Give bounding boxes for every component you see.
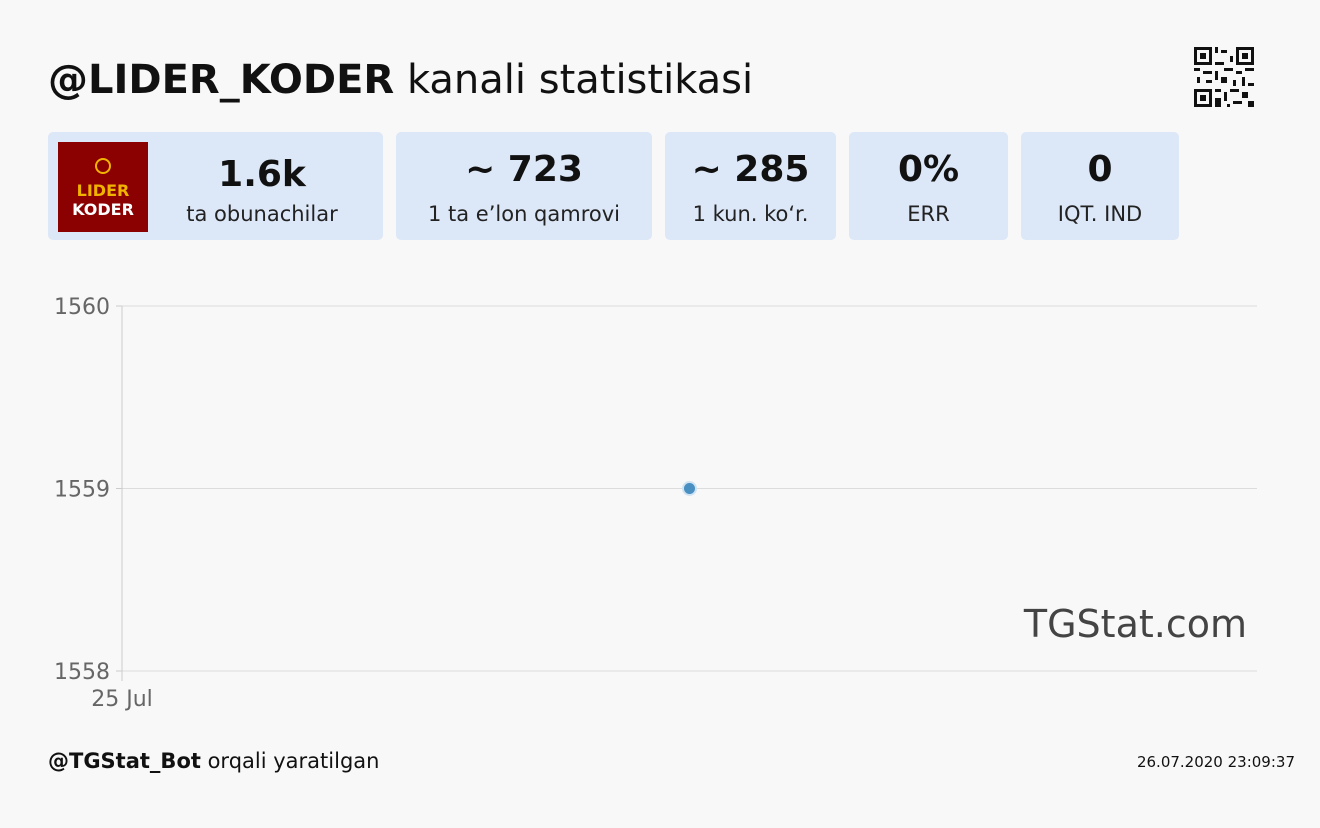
data-point	[682, 481, 697, 496]
card-value: ~ 723	[465, 149, 583, 190]
title: @LIDER_KODER kanali statistikasi	[48, 57, 753, 103]
card-value: 0	[1087, 149, 1112, 190]
card-label: ta obunachilar	[186, 202, 338, 226]
chart: TGStat.com 1558 1559 1560 25 Jul	[54, 295, 1257, 712]
channel-name: @LIDER_KODER	[48, 57, 394, 103]
footer-text: orqali yaratilgan	[201, 749, 380, 773]
stat-card: ~ 723 1 ta e’lon qamrovi	[396, 132, 652, 240]
card-label: IQT. IND	[1058, 202, 1142, 226]
card-value: ~ 285	[692, 149, 810, 190]
logo-text: KODER	[72, 200, 134, 219]
stat-card: ~ 285 1 kun. ko‘r.	[665, 132, 836, 240]
y-tick-label: 1558	[54, 660, 110, 685]
stat-card: 0% ERR	[849, 132, 1008, 240]
x-tick-label: 25 Jul	[91, 687, 153, 712]
watermark: TGStat.com	[1023, 602, 1247, 646]
qr-code	[1194, 47, 1254, 107]
card-bg	[665, 132, 836, 240]
card-value: 0%	[898, 149, 959, 190]
card-label: 1 ta e’lon qamrovi	[428, 202, 620, 226]
bot-name: @TGStat_Bot	[48, 749, 201, 773]
channel-logo	[58, 142, 148, 232]
card-bg	[1021, 132, 1179, 240]
logo-text: LIDER	[77, 181, 130, 200]
title-rest: kanali statistikasi	[394, 57, 753, 103]
card-value: 1.6k	[218, 154, 307, 195]
footer-credit: @TGStat_Bot orqali yaratilgan	[48, 749, 379, 773]
timestamp: 26.07.2020 23:09:37	[1137, 753, 1295, 771]
y-tick-label: 1559	[54, 478, 110, 503]
logo-icon	[95, 158, 111, 174]
card-bg	[849, 132, 1008, 240]
card-label: ERR	[907, 202, 949, 226]
card-bg	[396, 132, 652, 240]
y-tick-label: 1560	[54, 295, 110, 320]
card-label: 1 kun. ko‘r.	[693, 202, 809, 226]
stat-card: 0 IQT. IND	[1021, 132, 1179, 240]
